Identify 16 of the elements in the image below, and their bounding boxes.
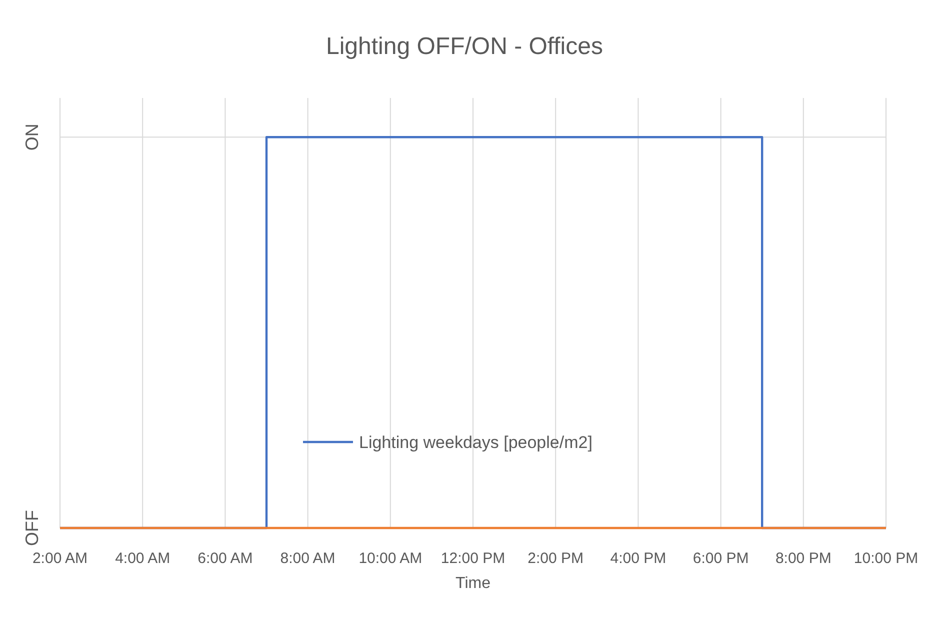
x-tick-label: 10:00 PM — [854, 550, 918, 567]
text: OFF — [22, 510, 42, 546]
chart-title: Lighting OFF/ON - Offices — [326, 33, 603, 60]
x-tick-label: 2:00 AM — [32, 550, 88, 567]
x-tick-label: 4:00 PM — [610, 550, 666, 567]
x-tick-label: 6:00 AM — [198, 550, 253, 567]
x-tick-label: 12:00 PM — [440, 550, 506, 567]
x-tick-label: 6:00 PM — [692, 550, 749, 567]
x-tick-label: 8:00 AM — [280, 550, 336, 567]
x-tick-label: 4:00 AM — [115, 550, 170, 567]
x-axis-title: Time — [456, 575, 491, 592]
x-tick-label: 8:00 PM — [775, 550, 832, 567]
text: ON — [22, 124, 42, 151]
x-tick-label: 2:00 PM — [528, 550, 584, 567]
x-tick-label: 10:00 AM — [358, 550, 422, 567]
legend-label: Lighting weekdays [people/m2] — [359, 433, 592, 452]
